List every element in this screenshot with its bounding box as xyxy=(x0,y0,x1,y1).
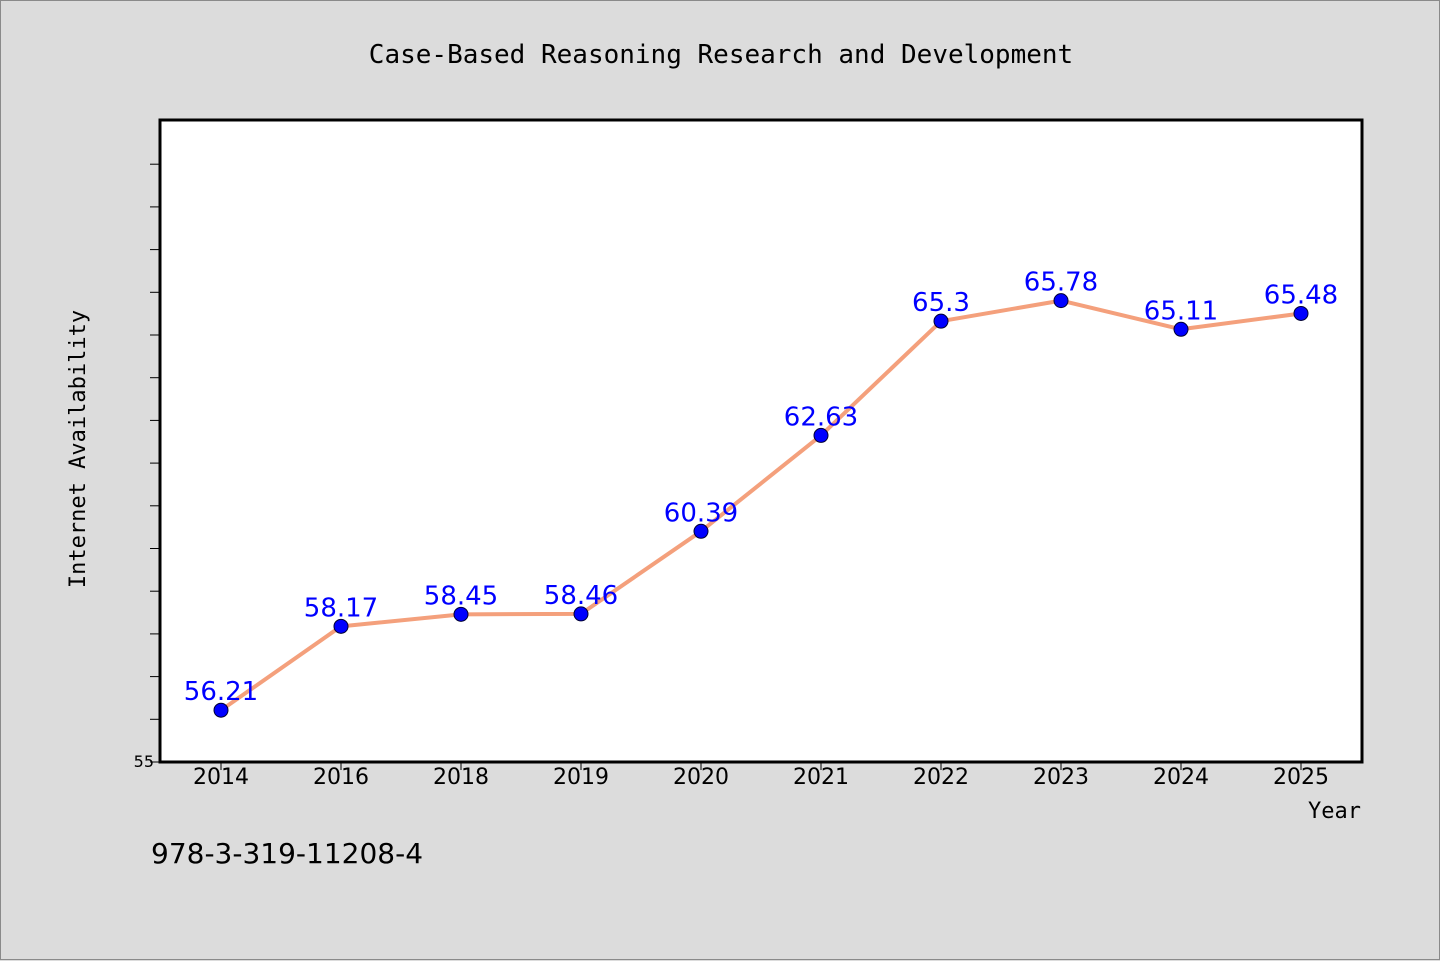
x-tick-label: 2018 xyxy=(433,765,489,790)
x-axis-label: Year xyxy=(1308,799,1361,824)
x-tick-label: 2020 xyxy=(673,765,729,790)
chart-title: Case-Based Reasoning Research and Develo… xyxy=(369,40,1073,70)
x-tick-label: 2021 xyxy=(793,765,849,790)
x-tick-label: 2023 xyxy=(1033,765,1089,790)
data-label: 58.45 xyxy=(424,581,498,611)
data-point xyxy=(693,523,709,539)
data-label: 58.46 xyxy=(544,581,618,611)
data-label: 60.39 xyxy=(664,498,738,528)
x-tick-label: 2022 xyxy=(913,765,969,790)
y-tick-label-min: 55 xyxy=(134,752,154,771)
y-axis-label: Internet Availability xyxy=(66,310,91,588)
data-point xyxy=(1053,293,1069,309)
plot-area xyxy=(158,118,1364,764)
series-line xyxy=(219,298,1302,712)
x-tick-label: 2024 xyxy=(1153,765,1209,790)
x-tick-label: 2016 xyxy=(313,765,369,790)
data-label: 62.63 xyxy=(784,402,858,432)
x-axis-ticks: 2014 2016 2018 2019 2020 2021 2022 2023 2024 2025 xyxy=(193,762,1329,790)
data-point xyxy=(213,702,229,718)
data-point xyxy=(573,606,589,622)
data-label: 56.21 xyxy=(184,677,258,707)
data-point xyxy=(813,427,829,443)
data-point xyxy=(453,606,469,622)
data-label: 65.11 xyxy=(1144,296,1218,326)
data-label: 58.17 xyxy=(304,593,378,623)
y-axis-ticks xyxy=(150,163,160,763)
data-point xyxy=(1293,305,1309,321)
series-group: 56.21 58.17 58.45 58.46 60.39 62.63 65.3 65.78 6… xyxy=(184,268,1338,718)
data-point xyxy=(333,618,349,634)
x-tick-label: 2014 xyxy=(193,765,249,790)
data-label: 65.48 xyxy=(1264,280,1338,310)
data-label: 65.78 xyxy=(1024,268,1098,298)
data-label: 65.3 xyxy=(912,288,970,318)
x-tick-label: 2019 xyxy=(553,765,609,790)
isbn-footer: 978-3-319-11208-4 xyxy=(151,837,423,870)
data-point xyxy=(933,313,949,329)
x-tick-label: 2025 xyxy=(1273,765,1329,790)
data-point xyxy=(1173,321,1189,337)
